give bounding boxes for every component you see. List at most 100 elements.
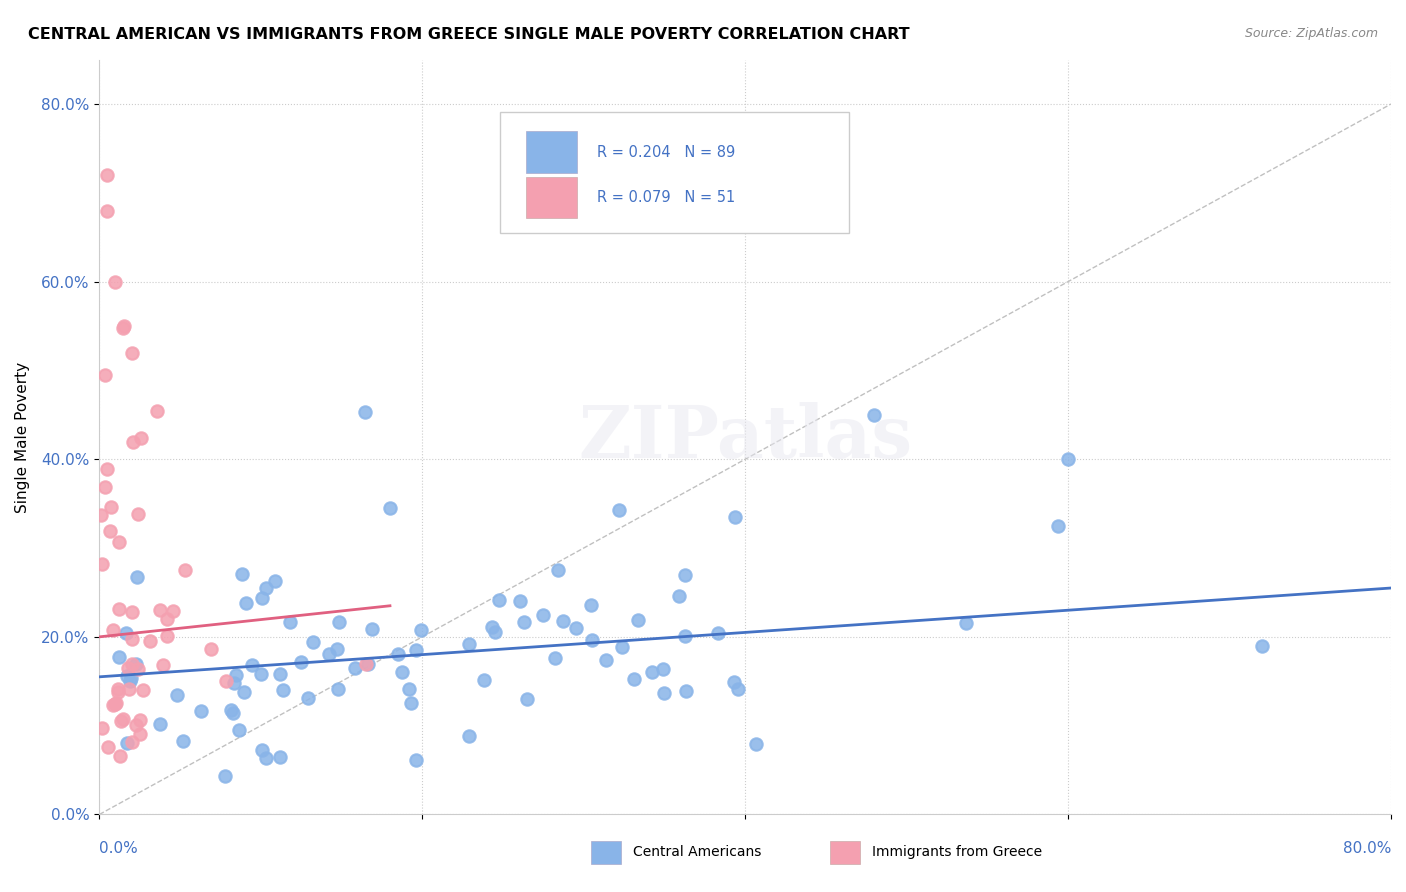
Point: [727, 681, 749, 696]
Point: [301, 635, 323, 649]
Point: [156, 612, 179, 626]
Point: [707, 626, 730, 640]
Point: [225, 668, 247, 682]
Point: [228, 723, 250, 737]
Point: [863, 408, 886, 422]
Point: [97, 740, 120, 755]
Point: [607, 502, 630, 516]
Point: [391, 665, 413, 679]
Point: [595, 653, 617, 667]
Point: [233, 685, 256, 699]
Point: [387, 648, 409, 662]
Point: [458, 637, 481, 651]
Point: [398, 682, 420, 697]
Point: [405, 643, 427, 657]
Point: [108, 748, 131, 763]
Point: [723, 674, 745, 689]
Point: [513, 615, 536, 629]
Point: [250, 742, 273, 756]
Text: R = 0.079   N = 51: R = 0.079 N = 51: [596, 190, 735, 205]
Point: [326, 682, 349, 697]
Point: [215, 673, 238, 688]
Point: [623, 672, 645, 686]
Point: [108, 601, 131, 615]
Point: [531, 607, 554, 622]
Point: [127, 662, 149, 676]
Point: [357, 657, 380, 672]
Point: [111, 320, 134, 334]
Point: [652, 686, 675, 700]
Point: [101, 623, 124, 637]
Point: [509, 594, 531, 608]
Point: [127, 507, 149, 521]
Point: [361, 623, 384, 637]
Point: [129, 713, 152, 727]
Point: [121, 735, 143, 749]
Text: CENTRAL AMERICAN VS IMMIGRANTS FROM GREECE SINGLE MALE POVERTY CORRELATION CHART: CENTRAL AMERICAN VS IMMIGRANTS FROM GREE…: [28, 27, 910, 42]
Point: [1046, 518, 1069, 533]
Point: [115, 625, 138, 640]
Point: [121, 657, 143, 671]
Point: [96, 203, 118, 218]
Point: [108, 534, 131, 549]
Point: [104, 696, 127, 710]
Point: [152, 658, 174, 673]
Point: [90, 508, 112, 523]
Point: [93, 480, 115, 494]
Point: [409, 623, 432, 637]
Point: [547, 563, 569, 577]
Point: [231, 567, 253, 582]
Point: [378, 501, 401, 516]
Point: [145, 403, 167, 417]
Point: [297, 691, 319, 706]
Point: [138, 634, 160, 648]
Point: [290, 655, 312, 669]
Point: [271, 682, 294, 697]
Point: [544, 651, 567, 665]
Point: [254, 751, 277, 765]
Point: [610, 640, 633, 655]
Point: [125, 718, 148, 732]
Point: [553, 614, 575, 628]
Point: [91, 721, 114, 735]
Point: [120, 674, 142, 689]
Point: [166, 688, 188, 702]
Y-axis label: Single Male Poverty: Single Male Poverty: [15, 361, 30, 513]
Text: Source: ZipAtlas.com: Source: ZipAtlas.com: [1244, 27, 1378, 40]
Point: [401, 696, 423, 710]
Point: [651, 662, 673, 676]
Point: [172, 733, 194, 747]
Point: [457, 729, 479, 743]
Text: 80.0%: 80.0%: [1343, 841, 1391, 856]
Text: ZIPatlas: ZIPatlas: [578, 401, 912, 473]
Point: [104, 697, 127, 711]
Point: [326, 641, 349, 656]
Point: [107, 682, 129, 697]
Point: [240, 657, 263, 672]
Point: [117, 661, 139, 675]
Point: [254, 581, 277, 595]
Point: [200, 642, 222, 657]
Point: [129, 726, 152, 740]
Point: [516, 692, 538, 706]
Point: [107, 649, 129, 664]
Point: [125, 657, 148, 671]
Point: [90, 557, 112, 571]
Point: [93, 368, 115, 383]
Point: [1057, 452, 1080, 467]
Point: [214, 769, 236, 783]
Point: [125, 570, 148, 584]
FancyBboxPatch shape: [499, 112, 848, 233]
Point: [675, 684, 697, 698]
Point: [565, 621, 588, 635]
Text: R = 0.204   N = 89: R = 0.204 N = 89: [596, 145, 735, 160]
Point: [118, 682, 141, 697]
Point: [673, 568, 696, 582]
Point: [955, 615, 977, 630]
Point: [472, 673, 495, 688]
Text: Immigrants from Greece: Immigrants from Greece: [872, 846, 1042, 859]
Point: [250, 591, 273, 606]
Point: [121, 605, 143, 619]
Point: [221, 703, 243, 717]
FancyBboxPatch shape: [526, 177, 578, 219]
